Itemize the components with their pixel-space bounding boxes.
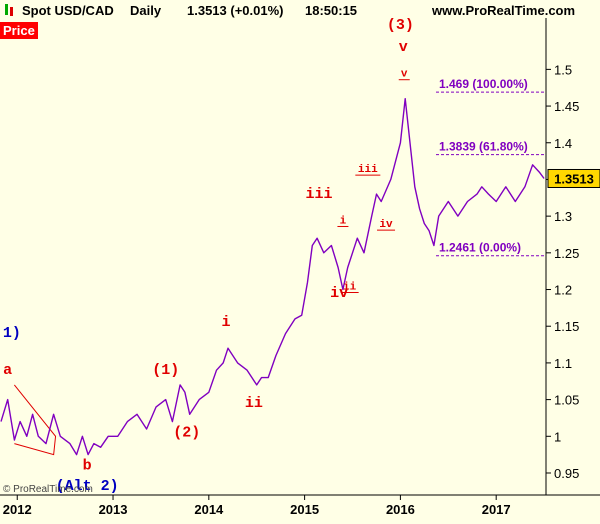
period-label: Daily bbox=[130, 3, 162, 18]
y-tick-label: 1.05 bbox=[554, 393, 579, 408]
y-tick-label: 1.5 bbox=[554, 62, 572, 77]
time-label: 18:50:15 bbox=[305, 3, 358, 18]
y-tick-label: 1.15 bbox=[554, 319, 579, 334]
x-tick-label: 2012 bbox=[3, 502, 32, 517]
last-price-box bbox=[547, 168, 600, 188]
wave-label: (2) bbox=[173, 424, 200, 441]
y-tick-label: 1.2 bbox=[554, 283, 572, 298]
wave-label: iv bbox=[330, 285, 348, 302]
wave-label: v bbox=[401, 69, 408, 81]
wave-label: v bbox=[399, 39, 408, 56]
y-tick-label: 1.45 bbox=[554, 99, 579, 114]
wave-label: b bbox=[83, 457, 92, 474]
candle-icon bbox=[5, 4, 8, 15]
x-tick-label: 2017 bbox=[482, 502, 511, 517]
wave-label: (3) bbox=[387, 17, 414, 34]
wave-label: (Alt 2) bbox=[56, 478, 119, 495]
price-change-label: 1.3513 (+0.01%) bbox=[187, 3, 284, 18]
y-tick-label: 1.1 bbox=[554, 356, 572, 371]
x-tick-label: 2015 bbox=[290, 502, 319, 517]
wave-label: ii bbox=[245, 395, 263, 412]
wave-label: iv bbox=[379, 219, 393, 231]
wave-label: ii bbox=[343, 282, 357, 294]
last-price-label: 1.3513 bbox=[554, 171, 594, 186]
triangle-pattern bbox=[13, 384, 57, 456]
site-label: www.ProRealTime.com bbox=[432, 3, 576, 18]
wave-label: i bbox=[340, 215, 347, 227]
y-tick-label: 0.95 bbox=[554, 466, 579, 481]
panel-label[interactable]: Price bbox=[0, 22, 38, 39]
fib-level-label: 1.469 (100.00%) bbox=[439, 77, 528, 91]
symbol-title: Spot USD/CAD bbox=[22, 3, 114, 18]
x-tick-label: 2013 bbox=[99, 502, 128, 517]
fib-level-label: 1.2461 (0.00%) bbox=[439, 241, 521, 255]
y-tick-label: 1.25 bbox=[554, 246, 579, 261]
wave-label: (1) bbox=[152, 362, 179, 379]
x-tick-label: 2016 bbox=[386, 502, 415, 517]
y-tick-label: 1 bbox=[554, 429, 561, 444]
wave-label: iii bbox=[305, 186, 332, 203]
y-tick-label: 1.3 bbox=[554, 209, 572, 224]
price-series-line bbox=[0, 97, 545, 456]
y-tick-label: 1.4 bbox=[554, 136, 572, 151]
candle-icon bbox=[10, 7, 13, 16]
copyright-text: © ProRealTime.com bbox=[3, 484, 93, 495]
fib-level-label: 1.3839 (61.80%) bbox=[439, 140, 528, 154]
wave-label: i bbox=[222, 314, 231, 331]
x-tick-label: 2014 bbox=[194, 502, 224, 517]
wave-label: iii bbox=[358, 164, 378, 176]
wave-label: t 1) bbox=[0, 325, 21, 342]
wave-label: a bbox=[3, 362, 12, 379]
